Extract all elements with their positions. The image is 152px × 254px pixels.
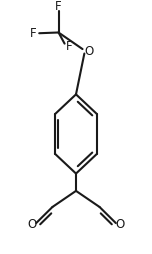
Text: O: O	[84, 44, 93, 58]
Text: F: F	[30, 27, 37, 40]
Text: O: O	[116, 218, 125, 231]
Text: F: F	[55, 0, 62, 13]
Text: O: O	[27, 218, 36, 231]
Text: F: F	[66, 40, 73, 53]
